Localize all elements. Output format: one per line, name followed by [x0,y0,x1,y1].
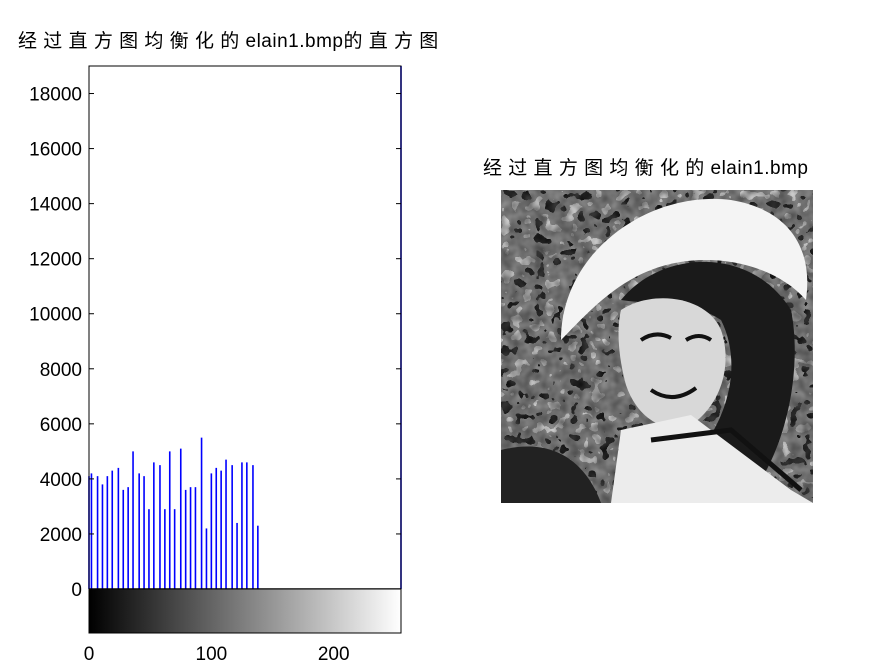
y-axis-ticks: 0 2000 4000 6000 8000 10000 12000 14000 16000 180… [29,85,401,601]
y-tick-label: 6000 [40,415,82,436]
histogram-title: 经 过 直 方 图 均 衡 化 的 elain1.bmp的 直 方 图 [18,31,439,52]
x-tick-label: 200 [318,644,350,663]
equalized-image [501,190,813,503]
y-tick-label: 0 [71,580,82,601]
y-tick-label: 18000 [29,85,82,106]
x-axis-ticks: 0 100 200 [84,644,350,663]
grayscale-colorbar [88,588,402,634]
y-tick-label: 2000 [40,525,82,546]
y-tick-label: 4000 [40,470,82,491]
x-tick-label: 0 [84,644,95,663]
y-tick-label: 8000 [40,360,82,381]
y-tick-label: 14000 [29,195,82,216]
image-title: 经 过 直 方 图 均 衡 化 的 elain1.bmp [483,158,809,179]
y-tick-label: 16000 [29,140,82,161]
histogram-bars [88,66,402,589]
y-tick-label: 10000 [29,305,82,326]
plot-area-frame [88,65,402,590]
y-tick-label: 12000 [29,250,82,271]
x-tick-label: 100 [196,644,228,663]
